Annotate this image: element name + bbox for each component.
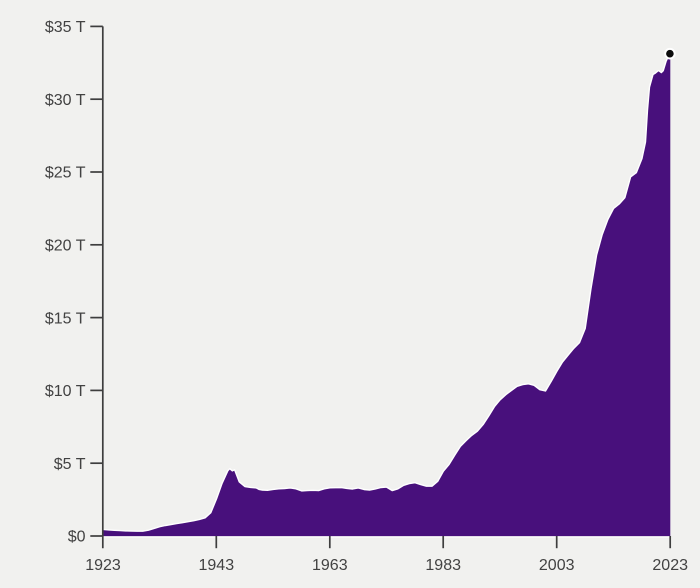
svg-text:1983: 1983 (425, 557, 461, 574)
svg-text:$15 T: $15 T (45, 310, 86, 327)
svg-text:$20 T: $20 T (45, 238, 86, 255)
svg-text:1963: 1963 (312, 557, 348, 574)
svg-text:2023: 2023 (652, 557, 688, 574)
svg-text:$10 T: $10 T (45, 383, 86, 400)
svg-text:$30 T: $30 T (45, 92, 86, 109)
svg-text:2003: 2003 (539, 557, 575, 574)
svg-text:1943: 1943 (199, 557, 235, 574)
svg-text:$35 T: $35 T (45, 19, 86, 36)
svg-text:$25 T: $25 T (45, 165, 86, 182)
svg-text:1923: 1923 (85, 557, 121, 574)
svg-text:$0: $0 (68, 529, 86, 546)
svg-text:$5 T: $5 T (54, 456, 86, 473)
